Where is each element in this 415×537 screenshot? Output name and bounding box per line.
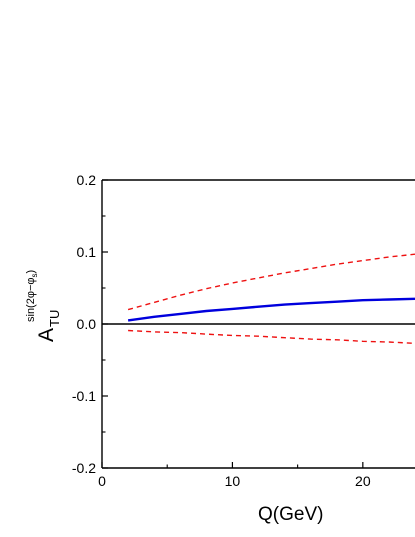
- x-tick-label: 10: [225, 473, 241, 489]
- series-central-line: [127, 297, 415, 322]
- y-tick-label: 0.2: [77, 172, 97, 188]
- series-bound-line-1: [127, 253, 415, 311]
- y-tick-label: -0.2: [72, 460, 96, 476]
- x-tick-label: 20: [355, 473, 371, 489]
- y-axis-title-subscript: TU: [47, 310, 62, 327]
- y-tick-label: 0.0: [77, 316, 97, 332]
- x-tick-label: 0: [98, 473, 106, 489]
- y-tick-label: -0.1: [72, 388, 96, 404]
- y-axis-title: A TU sin(2φ−φs): [25, 270, 62, 342]
- y-axis-title-superscript-close: ): [25, 270, 37, 274]
- series-layer: [127, 253, 415, 345]
- y-axis-title-main: A: [35, 328, 58, 342]
- ticks-layer: 0.2 0.1 0.0 -0.1 -0.20 10 20: [72, 172, 371, 489]
- y-axis-title-superscript-main: sin(2φ−φ: [25, 277, 37, 322]
- y-tick-label: 0.1: [77, 244, 97, 260]
- y-axis-title-superscript: sin(2φ−φs): [25, 270, 39, 322]
- series-bound-line-2: [128, 329, 415, 345]
- y-axis-title-superscript-sub: s: [30, 273, 39, 277]
- x-axis-title: Q(GeV): [258, 504, 323, 525]
